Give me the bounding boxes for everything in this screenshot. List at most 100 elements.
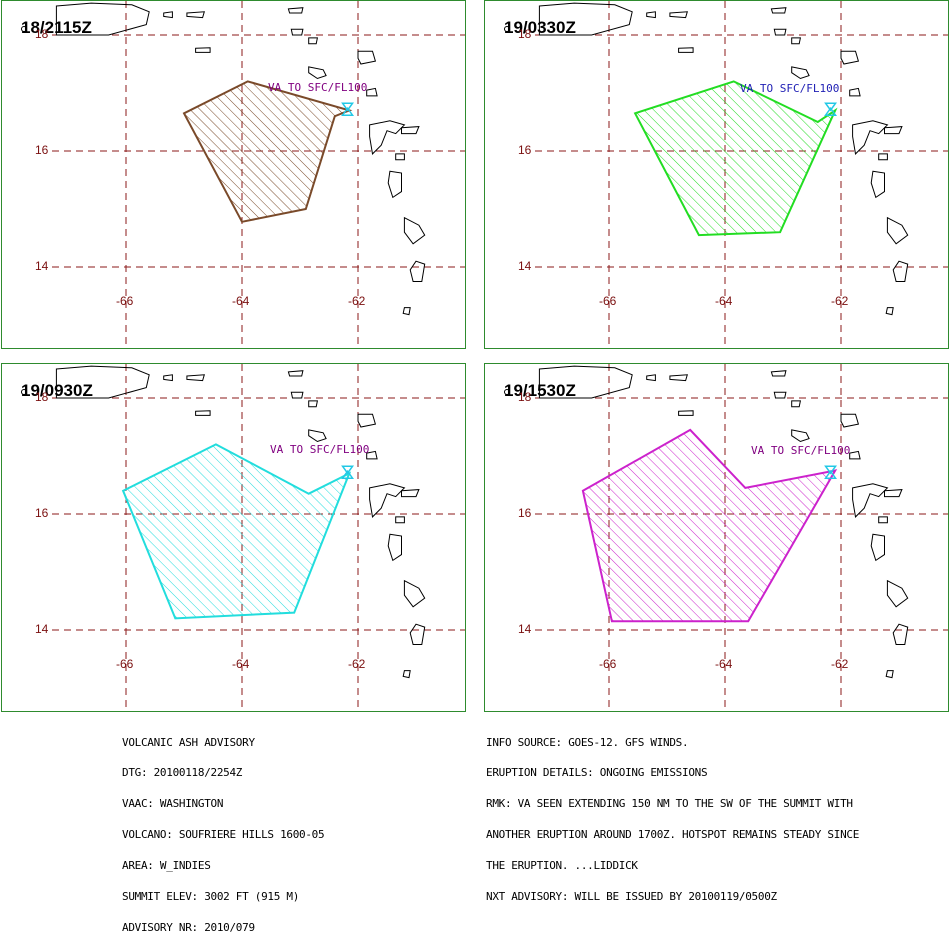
advisory-line: DTG: 20100118/2254Z: [122, 766, 243, 780]
island-outline: [308, 429, 327, 443]
island-outline: [387, 170, 402, 199]
island-outline: [840, 413, 860, 428]
island-outline: [357, 413, 377, 428]
volcano-icon: [824, 465, 838, 479]
island-outline: [669, 374, 688, 382]
island-outline: [402, 307, 411, 316]
va-label: VA TO SFC/FL100: [751, 444, 851, 457]
lat-label-18: 18: [518, 390, 532, 404]
origin-dot: [21, 389, 27, 395]
island-outline: [403, 579, 426, 608]
details-line: ANOTHER ERUPTION AROUND 1700Z. HOTSPOT R…: [486, 828, 860, 842]
details-line: RMK: VA SEEN EXTENDING 150 NM TO THE SW …: [486, 797, 853, 811]
lon-label: -66: [116, 294, 134, 308]
island-outline: [669, 11, 688, 19]
details-text: INFO SOURCE: GOES-12. GFS WINDS. ERUPTIO…: [486, 717, 859, 913]
island-outline: [892, 623, 909, 645]
lon-label: -64: [232, 657, 250, 671]
island-outline: [409, 623, 426, 645]
map-panel-4: 19/1530Z VA TO SFC/FL100 18 16 14 -66 -64 -62: [484, 363, 949, 712]
island-outline: [852, 483, 889, 518]
lat-label-18: 18: [518, 27, 532, 41]
lat-label: 16: [518, 506, 532, 520]
island-outline: [840, 50, 860, 65]
island-outline: [878, 153, 888, 161]
map-canvas-2: [504, 1, 948, 348]
island-outline: [290, 391, 304, 399]
ash-polygon: [581, 428, 838, 623]
map-canvas-3: [21, 364, 465, 711]
island-outline: [885, 670, 894, 679]
island-outline: [646, 374, 656, 382]
island-outline: [402, 670, 411, 679]
island-outline: [884, 489, 903, 498]
panel-time: 19/0330Z: [504, 18, 576, 37]
lon-label: -64: [232, 294, 250, 308]
lon-label: -66: [599, 657, 617, 671]
island-outline: [770, 7, 787, 14]
ash-polygon: [182, 80, 353, 223]
advisory-line: VOLCANO: SOUFRIERE HILLS 1600-05: [122, 828, 325, 842]
details-line: NXT ADVISORY: WILL BE ISSUED BY 20100119…: [486, 890, 777, 904]
origin-dot: [504, 26, 510, 32]
origin-dot: [21, 26, 27, 32]
va-label: VA TO SFC/FL100: [268, 81, 368, 94]
island-outline: [791, 37, 802, 45]
island-outline: [308, 66, 327, 80]
island-outline: [395, 153, 405, 161]
island-outline: [287, 7, 304, 14]
island-outline: [55, 365, 150, 399]
lon-label: -62: [831, 657, 849, 671]
island-outline: [357, 50, 377, 65]
island-outline: [290, 28, 304, 36]
island-outline: [538, 2, 633, 36]
island-outline: [387, 533, 402, 562]
island-outline: [366, 87, 378, 97]
island-outline: [791, 66, 810, 80]
details-line: ERUPTION DETAILS: ONGOING EMISSIONS: [486, 766, 708, 780]
lat-label: 14: [518, 259, 532, 273]
lat-label-18: 18: [35, 27, 49, 41]
island-outline: [409, 260, 426, 282]
details-line: THE ERUPTION. ...LIDDICK: [486, 859, 638, 873]
island-outline: [849, 87, 861, 97]
advisory-line: VOLCANIC ASH ADVISORY: [122, 735, 255, 749]
lat-label: 14: [35, 622, 49, 636]
island-outline: [646, 11, 656, 19]
map-canvas-1: [21, 1, 465, 348]
island-outline: [884, 126, 903, 135]
island-outline: [791, 400, 802, 408]
island-outline: [308, 400, 319, 408]
volcano-icon: [824, 102, 838, 116]
island-outline: [163, 11, 173, 19]
lat-label-18: 18: [35, 390, 49, 404]
island-outline: [678, 410, 694, 416]
island-outline: [849, 450, 861, 460]
lat-label: 16: [518, 143, 532, 157]
lat-label: 14: [35, 259, 49, 273]
island-outline: [186, 11, 205, 19]
panel-time: 18/2115Z: [21, 18, 92, 37]
island-outline: [773, 28, 787, 36]
lon-label: -64: [715, 294, 733, 308]
advisory-line: VAAC: WASHINGTON: [122, 797, 224, 811]
origin-dot: [504, 389, 510, 395]
island-outline: [287, 370, 304, 377]
map-panel-3: 19/0930Z VA TO SFC/FL100 18 16 14 -66 -64 -62: [1, 363, 466, 712]
advisory-text: VOLCANIC ASH ADVISORY DTG: 20100118/2254…: [122, 717, 325, 944]
advisory-line: AREA: W_INDIES: [122, 859, 211, 873]
island-outline: [369, 483, 406, 518]
island-outline: [401, 489, 420, 498]
island-outline: [870, 533, 885, 562]
island-outline: [186, 374, 205, 382]
lon-label: -62: [831, 294, 849, 308]
ash-polygon: [633, 80, 838, 237]
island-outline: [892, 260, 909, 282]
lat-label: 16: [35, 143, 49, 157]
volcano-icon: [341, 465, 355, 479]
island-outline: [403, 216, 426, 245]
island-outline: [852, 120, 889, 155]
island-outline: [770, 370, 787, 377]
island-outline: [395, 516, 405, 524]
island-outline: [886, 579, 909, 608]
